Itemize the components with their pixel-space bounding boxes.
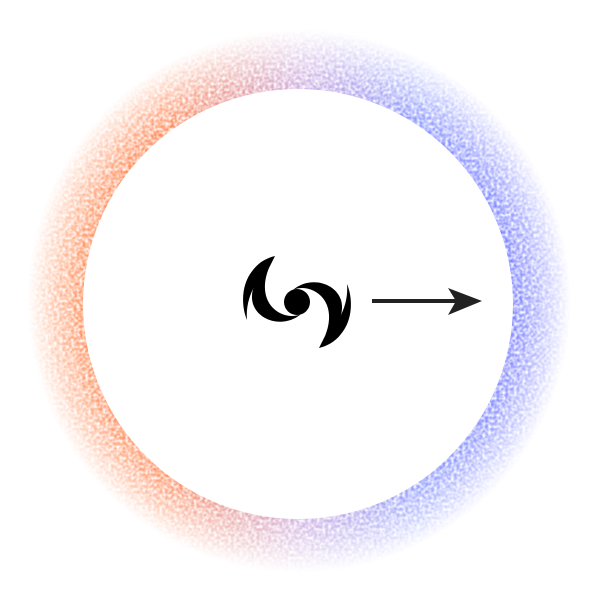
spiral-galaxy-icon (243, 256, 351, 348)
right-arrow-icon (372, 288, 482, 315)
